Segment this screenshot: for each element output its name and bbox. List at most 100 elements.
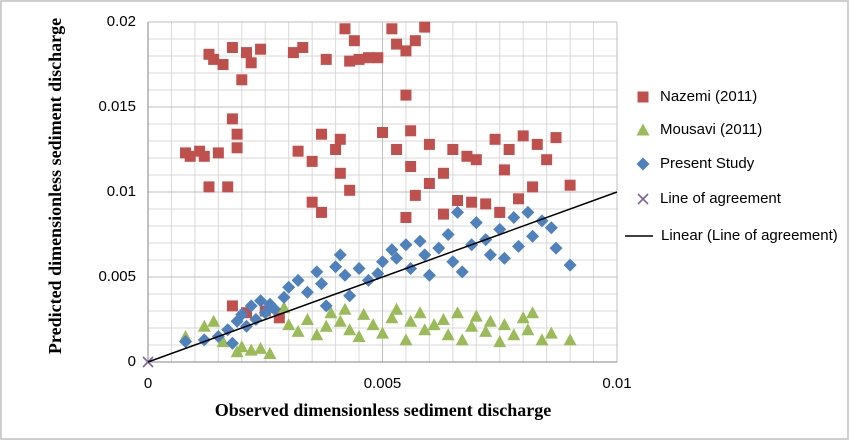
point	[413, 234, 427, 248]
point	[221, 323, 235, 337]
legend-label: Present Study	[660, 155, 755, 172]
point	[441, 328, 455, 341]
point	[353, 53, 365, 65]
point	[316, 128, 328, 140]
point	[399, 238, 413, 252]
point	[329, 260, 343, 274]
point	[207, 314, 221, 327]
point	[376, 326, 389, 339]
point	[236, 74, 248, 86]
point	[498, 164, 510, 176]
point	[390, 302, 404, 315]
point	[310, 328, 324, 341]
point	[320, 53, 332, 65]
point	[469, 309, 483, 322]
point	[339, 23, 351, 35]
point	[287, 47, 299, 59]
point	[400, 212, 412, 223]
point	[333, 248, 347, 262]
point	[244, 299, 258, 313]
point	[423, 138, 435, 150]
point	[324, 306, 338, 319]
point	[235, 340, 249, 353]
point	[422, 268, 436, 282]
point	[541, 154, 553, 166]
point	[343, 323, 357, 336]
x-tick-label: 0.005	[364, 375, 402, 392]
x-axis-title: Observed dimensionless sediment discharg…	[214, 400, 552, 420]
point	[418, 323, 432, 336]
point	[344, 184, 356, 196]
point	[291, 324, 305, 337]
point	[447, 144, 459, 155]
point	[198, 150, 210, 162]
point	[203, 181, 215, 193]
point	[399, 333, 413, 346]
point	[348, 35, 360, 47]
point	[231, 128, 243, 140]
point	[217, 59, 229, 70]
point	[334, 167, 346, 179]
point	[521, 205, 535, 219]
point	[405, 161, 417, 172]
point	[226, 300, 238, 312]
point	[483, 314, 497, 327]
point	[427, 318, 441, 331]
point	[391, 38, 403, 50]
point	[231, 142, 243, 154]
point	[497, 318, 511, 331]
y-axis-title: Predicted dimensionless sediment dischar…	[45, 17, 65, 355]
point	[419, 21, 431, 33]
point	[268, 302, 282, 316]
point	[400, 89, 412, 101]
point	[263, 347, 277, 359]
point	[235, 307, 249, 321]
point	[315, 277, 329, 291]
point	[316, 206, 328, 218]
point	[377, 127, 388, 138]
point	[291, 273, 305, 287]
point	[216, 335, 230, 348]
point	[549, 241, 563, 255]
point	[526, 306, 540, 319]
y-tick-label: 0.015	[98, 98, 136, 115]
point	[306, 155, 318, 167]
point	[385, 311, 399, 324]
point	[273, 312, 285, 324]
point	[372, 52, 384, 64]
point	[516, 311, 530, 324]
point	[418, 248, 432, 262]
point	[277, 290, 291, 304]
point	[451, 205, 465, 219]
legend-label: Mousavi (2011)	[660, 121, 762, 138]
legend-label: Nazemi (2011)	[660, 88, 757, 105]
point	[226, 42, 238, 53]
point	[455, 333, 469, 346]
point	[517, 130, 529, 142]
legend-marker	[636, 157, 650, 171]
point	[391, 144, 403, 155]
legend-marker	[637, 91, 649, 103]
point	[413, 306, 427, 319]
point	[212, 147, 224, 159]
point	[245, 57, 257, 69]
point	[184, 150, 196, 162]
point	[249, 313, 263, 326]
point	[544, 221, 558, 235]
x-tick-label: 0.01	[602, 375, 631, 392]
point	[409, 189, 421, 201]
legend-label: Linear (Line of agreement)	[661, 227, 838, 244]
point	[526, 229, 540, 243]
point	[277, 301, 291, 314]
point	[405, 125, 417, 137]
point	[254, 341, 268, 354]
y-tick-label: 0.01	[107, 183, 136, 200]
point	[338, 268, 352, 282]
point	[319, 299, 333, 313]
x-tick-label: 0	[144, 375, 152, 392]
point	[179, 335, 193, 349]
point	[344, 55, 356, 67]
point	[432, 241, 446, 255]
point	[300, 313, 314, 325]
